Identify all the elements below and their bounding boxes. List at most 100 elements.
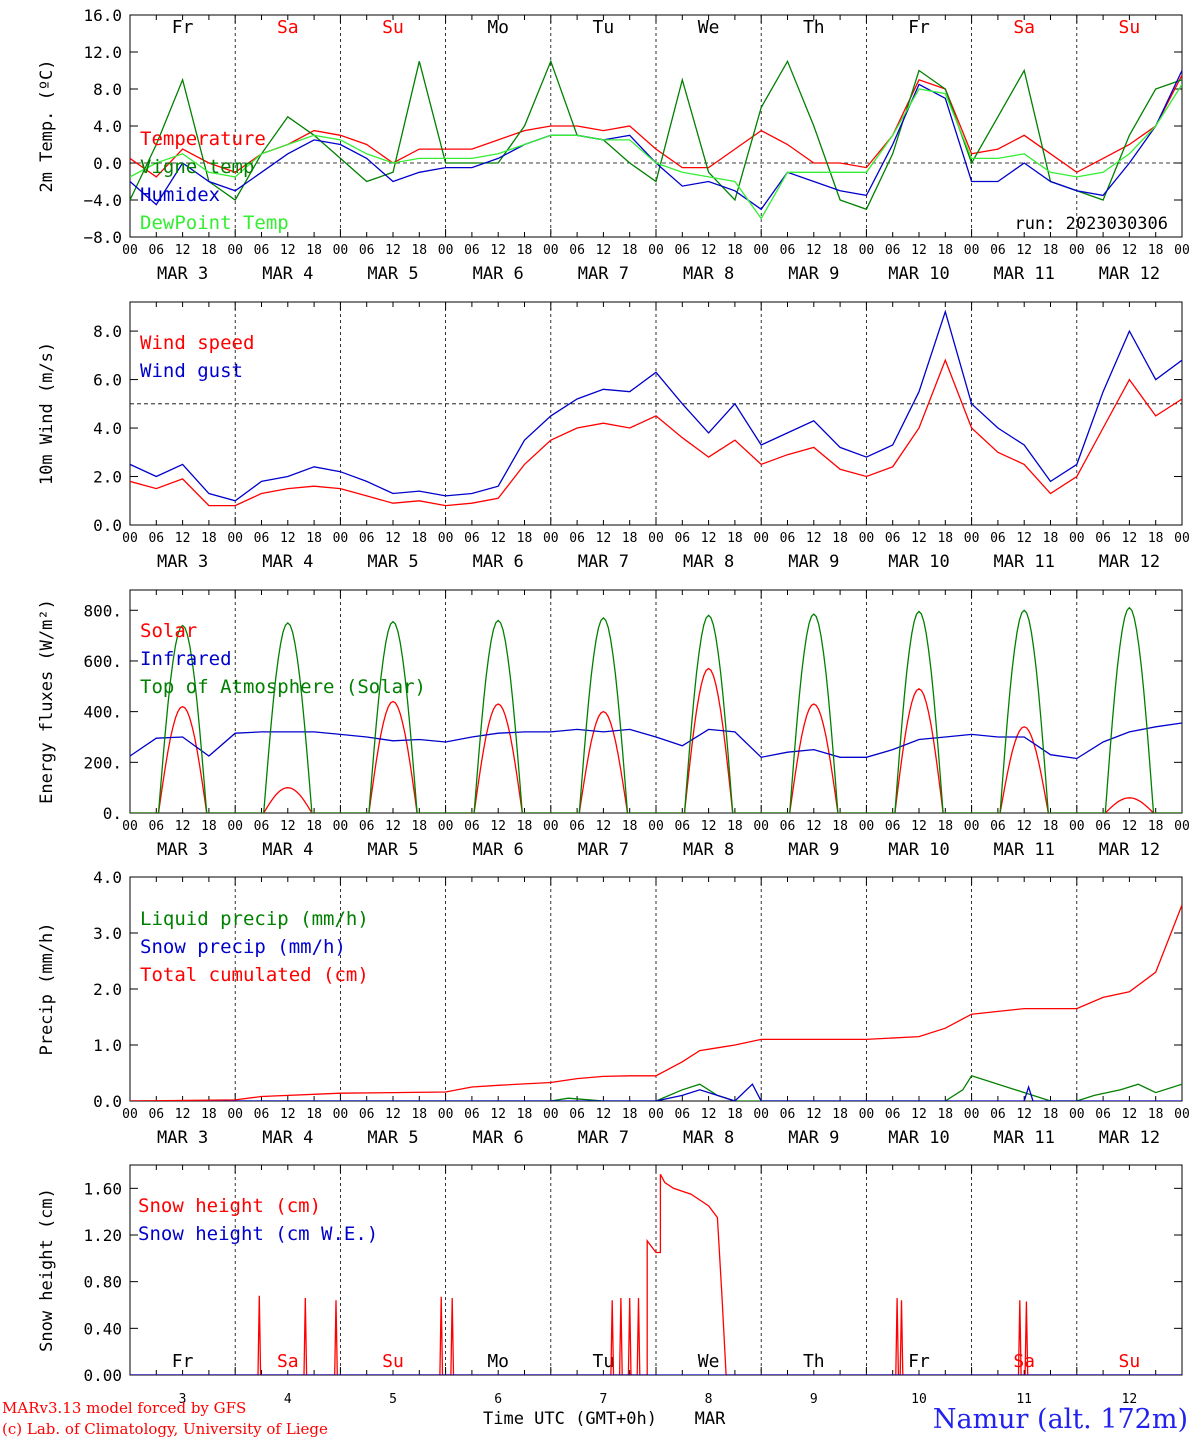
series-group <box>130 309 1182 507</box>
hour-label: 18 <box>306 819 322 834</box>
day-label: MAR 9 <box>788 1128 839 1148</box>
hour-label: 12 <box>490 1107 506 1122</box>
hour-label: 06 <box>148 819 164 834</box>
day-label: MAR 12 <box>1099 264 1160 284</box>
bottom-day-number: 8 <box>705 1392 713 1407</box>
day-label: MAR 8 <box>683 840 734 860</box>
hour-label: 12 <box>596 531 612 546</box>
hour-label: 18 <box>306 1107 322 1122</box>
hour-label: 12 <box>490 531 506 546</box>
lab-credit: (c) Lab. of Climatology, University of L… <box>2 1420 328 1438</box>
day-label: MAR 4 <box>262 552 313 572</box>
hour-label: 18 <box>1148 531 1164 546</box>
day-label: MAR 3 <box>157 264 208 284</box>
day-label: MAR 3 <box>157 1128 208 1148</box>
hour-label: 06 <box>359 531 375 546</box>
day-label: MAR 5 <box>367 264 418 284</box>
hour-label: 06 <box>464 243 480 258</box>
day-label: MAR 10 <box>888 552 949 572</box>
weekday-label: Mo <box>487 1351 509 1372</box>
y-tick-label: 400. <box>83 703 122 722</box>
hour-label: 18 <box>411 1107 427 1122</box>
hour-label: 12 <box>175 243 191 258</box>
hour-label: 12 <box>175 531 191 546</box>
bottom-day-number: 7 <box>599 1392 607 1407</box>
hour-label: 12 <box>701 243 717 258</box>
hour-label: 00 <box>122 243 138 258</box>
day-label: MAR 9 <box>788 552 839 572</box>
hour-label: 12 <box>1122 819 1138 834</box>
hour-label: 06 <box>885 243 901 258</box>
hour-label: 00 <box>333 1107 349 1122</box>
hour-label: 12 <box>911 531 927 546</box>
hour-label: 00 <box>1174 819 1190 834</box>
hour-label: 06 <box>148 1107 164 1122</box>
legend-entry: Humidex <box>140 184 220 206</box>
day-label: MAR 7 <box>578 552 629 572</box>
hour-label: 00 <box>333 531 349 546</box>
weekday-label: Th <box>803 17 825 38</box>
hour-label: 12 <box>385 1107 401 1122</box>
y-tick-label: 0.0 <box>93 154 122 173</box>
hour-label: 00 <box>1174 1107 1190 1122</box>
hour-label: 00 <box>753 819 769 834</box>
series-line-2 <box>130 59 1182 211</box>
y-tick-label: 0.0 <box>93 1092 122 1111</box>
y-tick-label: 4.0 <box>93 868 122 887</box>
hour-label: 18 <box>937 819 953 834</box>
y-tick-label: 200. <box>83 753 122 772</box>
weekday-label: Fr <box>908 17 930 38</box>
hour-label: 06 <box>569 1107 585 1122</box>
day-label: MAR 11 <box>993 1128 1054 1148</box>
hour-label: 12 <box>911 1107 927 1122</box>
hour-label: 18 <box>517 243 533 258</box>
series-line-1 <box>130 74 1182 178</box>
hour-label: 18 <box>1043 819 1059 834</box>
hour-label: 00 <box>227 243 243 258</box>
y-tick-label: 2.0 <box>93 980 122 999</box>
y-tick-label: 0.00 <box>83 1366 122 1385</box>
x-axis-month: MAR <box>695 1409 726 1429</box>
hour-label: 00 <box>859 243 875 258</box>
hour-label: 06 <box>780 243 796 258</box>
hour-label: 18 <box>937 531 953 546</box>
hour-label: 06 <box>569 531 585 546</box>
hour-label: 18 <box>411 531 427 546</box>
day-label: MAR 6 <box>473 552 524 572</box>
legend-entry: Wind speed <box>140 332 254 354</box>
series-group <box>130 606 1182 813</box>
series-line-1 <box>130 1075 1182 1101</box>
y-tick-label: 0.80 <box>83 1273 122 1292</box>
hour-label: 18 <box>622 531 638 546</box>
hour-label: 12 <box>1122 243 1138 258</box>
day-label: MAR 7 <box>578 840 629 860</box>
hour-label: 00 <box>543 819 559 834</box>
y-axis-label: 10m Wind (m/s) <box>37 342 57 485</box>
y-axis-label: Snow height (cm) <box>37 1188 57 1352</box>
day-label: MAR 3 <box>157 840 208 860</box>
hour-label: 12 <box>175 1107 191 1122</box>
hour-label: 00 <box>964 531 980 546</box>
bottom-day-number: 3 <box>179 1392 187 1407</box>
hour-label: 18 <box>1043 531 1059 546</box>
weekday-label: Fr <box>172 17 194 38</box>
hour-label: 12 <box>1016 1107 1032 1122</box>
y-tick-label: 6.0 <box>93 371 122 390</box>
hour-label: 12 <box>701 819 717 834</box>
hour-label: 00 <box>227 819 243 834</box>
day-label: MAR 11 <box>993 264 1054 284</box>
hour-label: 00 <box>543 243 559 258</box>
hour-label: 18 <box>411 819 427 834</box>
hour-label: 18 <box>622 243 638 258</box>
hour-label: 00 <box>438 819 454 834</box>
hour-label: 00 <box>1069 531 1085 546</box>
series-group <box>130 59 1182 220</box>
plot-frame <box>129 301 1183 526</box>
hour-label: 06 <box>990 243 1006 258</box>
day-label: MAR 12 <box>1099 552 1160 572</box>
hour-label: 00 <box>227 531 243 546</box>
hour-label: 18 <box>727 819 743 834</box>
day-label: MAR 12 <box>1099 840 1160 860</box>
legend-entry: Temperature <box>140 128 266 150</box>
hour-label: 06 <box>359 1107 375 1122</box>
